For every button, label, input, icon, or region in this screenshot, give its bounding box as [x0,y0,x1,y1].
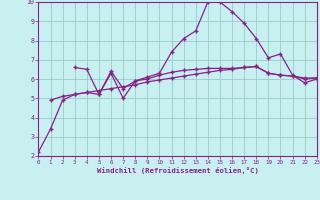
X-axis label: Windchill (Refroidissement éolien,°C): Windchill (Refroidissement éolien,°C) [97,167,259,174]
